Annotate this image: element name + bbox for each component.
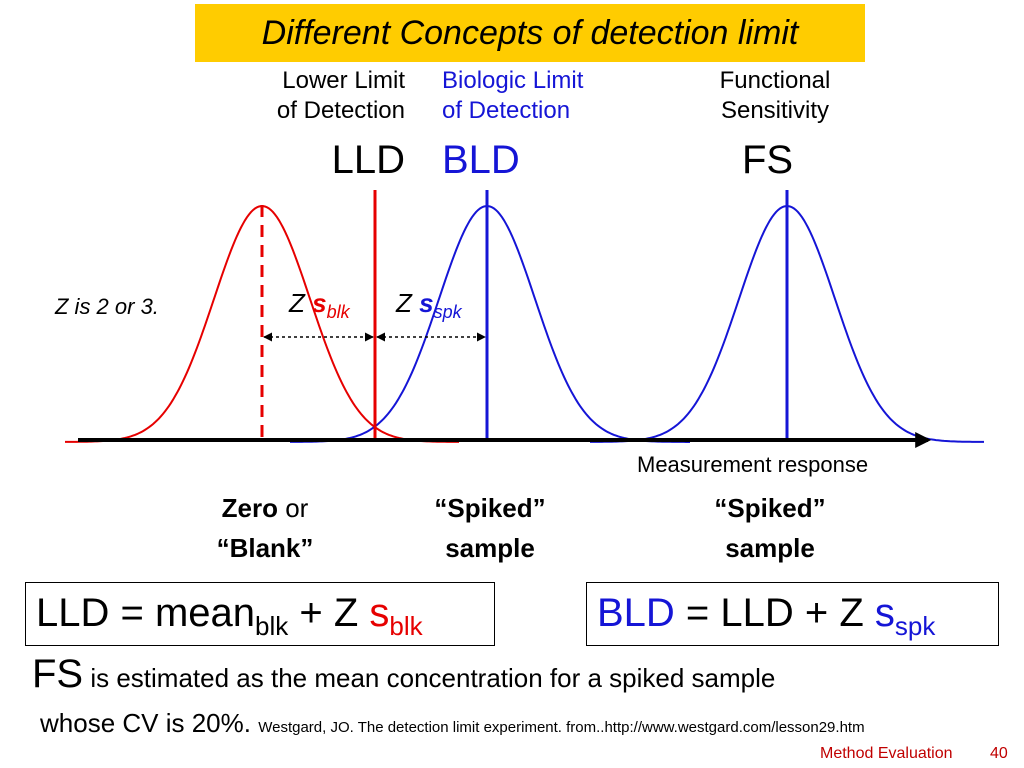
fs-description-line2: whose CV is 20%. Westgard, JO. The detec… (40, 708, 865, 739)
bld-header-line2: of Detection (442, 97, 571, 124)
lld-formula-sub1: blk (255, 611, 289, 641)
lld-header-line2: of Detection (276, 97, 405, 124)
spiked-sample-2-line1: “Spiked” (714, 493, 826, 523)
fs-description-line1: FS is estimated as the mean concentratio… (32, 652, 775, 697)
page-number: 40 (990, 745, 1008, 762)
fs-header-line2: Sensitivity (720, 97, 830, 124)
spiked-sample-label-2: “Spiked” sample (690, 488, 850, 568)
lld-header-line1: Lower Limit (282, 67, 405, 94)
fs-header-line1: Functional (719, 67, 831, 94)
spiked-sample-1-line2: sample (445, 533, 535, 563)
bld-abbr: BLD (442, 138, 520, 182)
blank-sample-or: or (278, 493, 309, 523)
z-sspk-label: Z sspk (396, 288, 462, 323)
bld-header: Biologic Limit of Detection (442, 66, 583, 126)
z-sspk-z: Z (396, 288, 412, 318)
z-sblk-label: Z sblk (289, 288, 350, 323)
blank-sample-bold: Zero (221, 493, 278, 523)
spiked-sample-label-1: “Spiked” sample (410, 488, 570, 568)
fs-description-abbr: FS (32, 652, 84, 696)
lld-formula-s: s (369, 591, 390, 635)
z-sblk-s: s (312, 288, 327, 318)
fs-description-cv: whose CV is 20%. (40, 708, 251, 738)
citation: Westgard, JO. The detection limit experi… (258, 719, 865, 736)
lld-formula-box: LLD = meanblk + Z sblk (25, 582, 495, 646)
bld-formula-box: BLD = LLD + Z sspk (586, 582, 999, 646)
z-sblk-z: Z (289, 288, 305, 318)
fs-abbr: FS (742, 138, 794, 182)
lld-formula-sub2: blk (389, 611, 423, 641)
bld-formula-lhs: BLD (597, 591, 675, 635)
blank-sample-label: Zero or “Blank” (190, 488, 340, 568)
z-sspk-sub: spk (433, 302, 462, 323)
bld-formula-mid: = LLD + Z (674, 591, 875, 635)
spiked-distribution-curve-1 (290, 205, 690, 443)
bld-header-line1: Biologic Limit (442, 67, 584, 94)
fs-header: Functional Sensitivity (700, 66, 850, 126)
page-title: Different Concepts of detection limit (195, 4, 865, 62)
z-note: Z is 2 or 3. (55, 294, 159, 319)
lld-header: Lower Limit of Detection (277, 66, 405, 126)
z-sblk-sub: blk (326, 302, 350, 323)
spiked-sample-2-line2: sample (725, 533, 815, 563)
lld-formula-lhs: LLD = mean (36, 591, 256, 635)
fs-description-rest: is estimated as the mean concentration f… (83, 663, 776, 693)
spiked-sample-1-line1: “Spiked” (434, 493, 546, 523)
bld-formula-sub: spk (894, 611, 936, 641)
lld-formula-mid: + Z (288, 591, 370, 635)
blank-sample-line2: “Blank” (216, 533, 314, 563)
bld-formula-s: s (874, 591, 895, 635)
lld-abbr: LLD (331, 138, 405, 182)
z-sspk-s: s (419, 288, 434, 318)
axis-label: Measurement response (637, 452, 869, 477)
footer-label: Method Evaluation (820, 745, 953, 762)
